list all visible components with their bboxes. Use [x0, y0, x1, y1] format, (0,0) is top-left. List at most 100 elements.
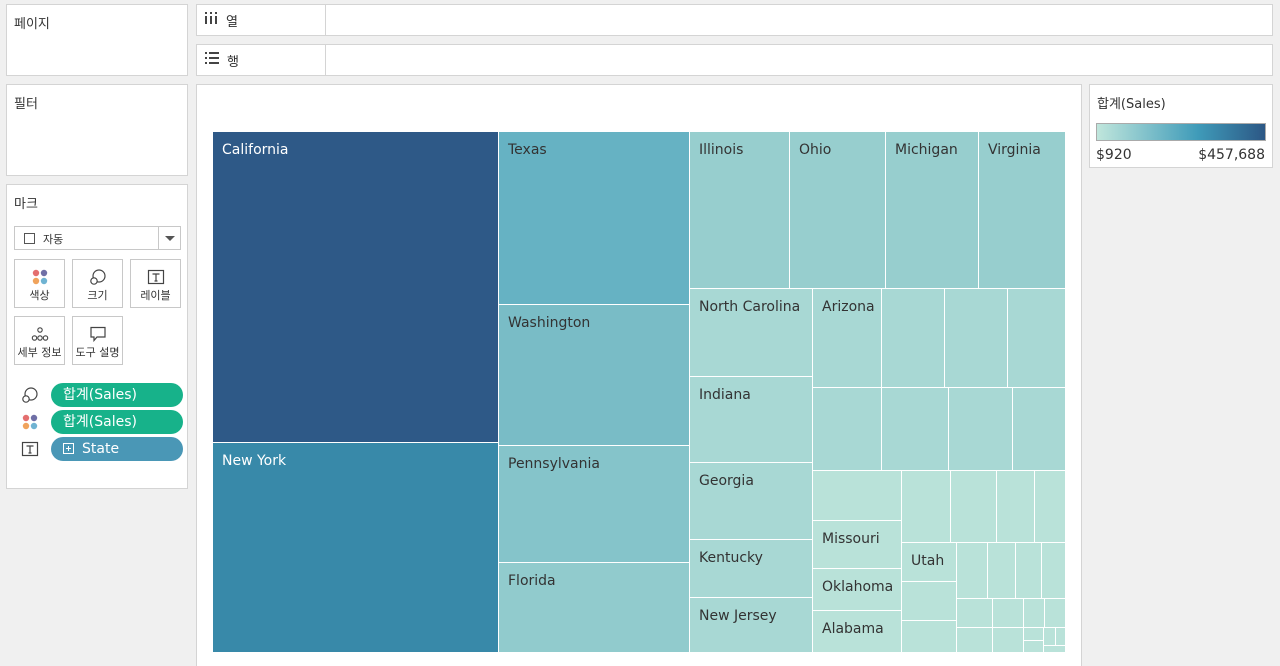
color-icon	[22, 414, 38, 430]
tile-state[interactable]	[901, 620, 957, 653]
detail-dots-icon	[31, 327, 49, 341]
tile-state[interactable]	[901, 581, 957, 621]
tile-state[interactable]	[1023, 627, 1044, 641]
tile-label-new-jersey: New Jersey	[699, 608, 777, 624]
tile-state[interactable]	[948, 387, 1013, 471]
sum-sales-color-pill[interactable]: 합계(Sales)	[51, 410, 183, 434]
size-button[interactable]: 크기	[72, 259, 123, 308]
sum-sales-size-pill[interactable]: 합계(Sales)	[51, 383, 183, 407]
color-legend[interactable]: 합계(Sales) $920 $457,688	[1089, 84, 1273, 168]
legend-min-label: $920	[1096, 147, 1132, 163]
tooltip-button-label: 도구 설명	[75, 346, 120, 359]
size-button-label: 크기	[87, 289, 108, 302]
tile-state[interactable]	[881, 288, 945, 388]
tile-label-new-york: New York	[222, 453, 287, 469]
marks-card: 마크 자동 색상 크기 레이블 세부 정보	[6, 184, 188, 489]
tile-state[interactable]	[956, 598, 993, 628]
tooltip-button[interactable]: 도구 설명	[72, 316, 123, 365]
tile-label-texas: Texas	[508, 142, 547, 158]
tile-virginia[interactable]: Virginia	[978, 131, 1066, 289]
tile-indiana[interactable]: Indiana	[689, 376, 813, 463]
tile-state[interactable]	[1055, 627, 1066, 646]
detail-button[interactable]: 세부 정보	[14, 316, 65, 365]
tile-label-washington: Washington	[508, 315, 591, 331]
pill-text: State	[82, 441, 120, 457]
tile-state[interactable]	[1023, 598, 1045, 628]
tile-label-pennsylvania: Pennsylvania	[508, 456, 600, 472]
tile-state[interactable]	[956, 627, 993, 653]
color-button[interactable]: 색상	[14, 259, 65, 308]
tile-north-carolina[interactable]: North Carolina	[689, 288, 813, 377]
tile-california[interactable]: California	[212, 131, 499, 443]
legend-max-label: $457,688	[1198, 147, 1265, 163]
tile-arizona[interactable]: Arizona	[812, 288, 882, 388]
detail-button-label: 세부 정보	[17, 346, 62, 359]
columns-shelf-label: 열	[197, 5, 326, 35]
pages-title: 페이지	[14, 17, 50, 32]
rows-shelf[interactable]: 행	[196, 44, 1273, 76]
tile-new-york[interactable]: New York	[212, 442, 499, 653]
state-label-pill[interactable]: State	[51, 437, 183, 461]
pill-text: 합계(Sales)	[63, 387, 137, 403]
tile-state[interactable]	[1023, 640, 1044, 653]
mark-field-size[interactable]: 합계(Sales)	[21, 383, 183, 407]
tile-utah[interactable]: Utah	[901, 542, 957, 582]
filters-title: 필터	[14, 97, 38, 112]
tile-state[interactable]	[1015, 542, 1042, 599]
tile-state[interactable]	[992, 627, 1024, 653]
tile-state[interactable]	[944, 288, 1008, 388]
tile-state[interactable]	[987, 542, 1016, 599]
tile-label-california: California	[222, 142, 289, 158]
tile-texas[interactable]: Texas	[498, 131, 690, 305]
pill-text: 합계(Sales)	[63, 414, 137, 430]
tile-state[interactable]	[956, 542, 988, 599]
tile-label-arizona: Arizona	[822, 299, 875, 315]
tile-new-jersey[interactable]: New Jersey	[689, 597, 813, 653]
tile-label-kentucky: Kentucky	[699, 550, 763, 566]
tile-state[interactable]	[812, 387, 882, 471]
tile-missouri[interactable]: Missouri	[812, 520, 902, 569]
tile-pennsylvania[interactable]: Pennsylvania	[498, 445, 690, 563]
tile-state[interactable]	[1043, 645, 1066, 653]
marks-title: 마크	[14, 197, 38, 212]
tile-label-alabama: Alabama	[822, 621, 884, 637]
tile-ohio[interactable]: Ohio	[789, 131, 886, 289]
tile-state[interactable]	[992, 598, 1024, 628]
tile-state[interactable]	[996, 470, 1035, 543]
chevron-down-icon	[165, 236, 175, 241]
tile-state[interactable]	[901, 470, 951, 543]
columns-shelf[interactable]: 열	[196, 4, 1273, 36]
mark-type-dropdown[interactable]: 자동	[14, 226, 181, 250]
tile-washington[interactable]: Washington	[498, 304, 690, 446]
filters-card[interactable]: 필터	[6, 84, 188, 176]
pages-card[interactable]: 페이지	[6, 4, 188, 76]
expand-plus-icon[interactable]	[63, 443, 74, 454]
mark-field-color[interactable]: 합계(Sales)	[21, 410, 183, 434]
tile-state[interactable]	[881, 387, 949, 471]
tile-state[interactable]	[812, 470, 902, 521]
tile-label-missouri: Missouri	[822, 531, 880, 547]
mark-field-label[interactable]: State	[21, 437, 183, 461]
tile-kentucky[interactable]: Kentucky	[689, 539, 813, 598]
color-button-label: 색상	[29, 289, 50, 302]
tile-michigan[interactable]: Michigan	[885, 131, 979, 289]
tile-state[interactable]	[1034, 470, 1066, 543]
tile-label-illinois: Illinois	[699, 142, 744, 158]
label-button[interactable]: 레이블	[130, 259, 181, 308]
tile-illinois[interactable]: Illinois	[689, 131, 790, 289]
tile-label-oklahoma: Oklahoma	[822, 579, 894, 595]
tile-georgia[interactable]: Georgia	[689, 462, 813, 540]
tile-state[interactable]	[1041, 542, 1066, 599]
legend-gradient	[1096, 123, 1266, 141]
tile-state[interactable]	[1044, 598, 1066, 628]
dropdown-toggle[interactable]	[158, 227, 180, 249]
tile-oklahoma[interactable]: Oklahoma	[812, 568, 902, 611]
tile-state[interactable]	[1012, 387, 1066, 471]
treemap: California New York Texas Washington Pen…	[212, 131, 1066, 653]
tile-alabama[interactable]: Alabama	[812, 610, 902, 653]
tile-state[interactable]	[1007, 288, 1066, 388]
tile-florida[interactable]: Florida	[498, 562, 690, 653]
tile-state[interactable]	[950, 470, 997, 543]
color-dots-icon	[32, 269, 48, 285]
rows-icon	[205, 52, 219, 68]
